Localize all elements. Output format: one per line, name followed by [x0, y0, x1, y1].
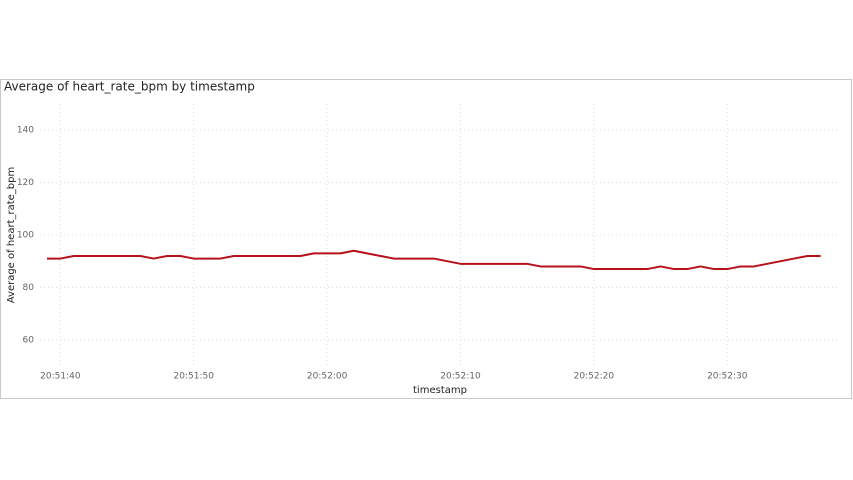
y-tick-label: 100 [17, 231, 34, 241]
y-axis-title: Average of heart_rate_bpm [6, 167, 17, 303]
x-axis-title: timestamp [413, 385, 467, 396]
grid: 60 80 100 120 140 20:51:40 20:51:50 20:52:00 20:… [17, 104, 838, 382]
line [47, 249, 821, 271]
x-tick-label: 20:52:30 [707, 372, 748, 382]
y-tick-label: 120 [17, 178, 34, 188]
y-tick-label: 80 [23, 283, 35, 293]
x-tick-label: 20:52:10 [440, 372, 481, 382]
x-tick-label: 20:51:50 [174, 372, 215, 382]
plot [47, 249, 821, 271]
y-tick-label: 140 [17, 126, 34, 136]
x-tick-label: 20:52:20 [574, 372, 615, 382]
visual-border [0, 79, 852, 399]
chart-title: Average of heart_rate_bpm by timestamp [4, 80, 255, 94]
x-tick-label: 20:52:00 [307, 372, 348, 382]
x-tick-label: 20:51:40 [40, 372, 81, 382]
y-tick-label: 60 [23, 335, 35, 345]
